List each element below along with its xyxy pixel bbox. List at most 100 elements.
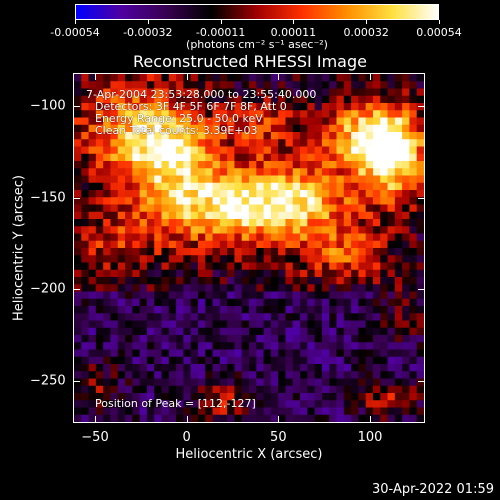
heatmap-cell <box>95 88 104 97</box>
heatmap-cell <box>183 364 192 372</box>
heatmap-cell <box>95 291 104 300</box>
heatmap-cell <box>300 393 308 401</box>
heatmap-cell <box>270 306 279 314</box>
heatmap-cell <box>336 378 345 387</box>
heatmap-cell <box>307 385 315 394</box>
heatmap-cell <box>270 211 279 220</box>
heatmap-cell <box>256 190 264 198</box>
heatmap-cell <box>154 240 162 249</box>
heatmap-cell <box>176 110 184 118</box>
heatmap-cell <box>88 139 97 147</box>
heatmap-cell <box>190 313 199 321</box>
heatmap-cell <box>278 298 286 307</box>
heatmap-cell <box>351 349 359 358</box>
heatmap-cell <box>219 95 228 104</box>
heatmap-cell <box>321 306 330 314</box>
heatmap-cell <box>227 378 235 387</box>
heatmap-cell <box>197 335 206 343</box>
heatmap-cell <box>88 153 97 162</box>
heatmap-cell <box>256 233 264 242</box>
heatmap-cell <box>205 74 213 82</box>
heatmap-cell <box>176 219 184 227</box>
heatmap-cell <box>146 356 155 365</box>
heatmap-cell <box>285 291 294 300</box>
heatmap-cell <box>95 400 104 408</box>
heatmap-cell <box>205 407 213 416</box>
heatmap-cell <box>190 356 199 365</box>
heatmap-cell <box>249 255 257 263</box>
heatmap-cell <box>183 161 192 169</box>
heatmap-cell <box>314 81 323 89</box>
heatmap-cell <box>219 277 228 285</box>
heatmap-cell <box>351 233 359 242</box>
heatmap-cell <box>146 175 155 184</box>
heatmap-cell <box>292 124 301 133</box>
heatmap-cell <box>278 364 286 372</box>
heatmap-cell <box>161 88 170 97</box>
heatmap-cell <box>300 400 308 408</box>
heatmap-cell <box>176 269 184 278</box>
heatmap-cell <box>358 414 367 422</box>
heatmap-cell <box>278 95 286 104</box>
heatmap-cell <box>256 306 264 314</box>
heatmap-cell <box>402 88 410 97</box>
heatmap-cell <box>81 95 89 104</box>
heatmap-cell <box>88 74 97 82</box>
heatmap-cell <box>88 320 97 329</box>
heatmap-cell <box>219 393 228 401</box>
heatmap-cell <box>409 335 418 343</box>
heatmap-cell <box>380 226 388 234</box>
heatmap-cell <box>227 255 235 263</box>
heatmap-cell <box>256 226 264 234</box>
heatmap-cell <box>146 124 155 133</box>
heatmap-cell <box>241 400 250 408</box>
heatmap-cell <box>234 400 243 408</box>
heatmap-cell <box>300 385 308 394</box>
heatmap-cell <box>205 400 213 408</box>
heatmap-cell <box>416 226 424 234</box>
heatmap-cell <box>117 327 126 336</box>
heatmap-cell <box>146 146 155 155</box>
heatmap-cell <box>256 139 264 147</box>
heatmap-cell <box>256 364 264 372</box>
heatmap-cell <box>168 219 177 227</box>
heatmap-cell <box>256 407 264 416</box>
heatmap-cell <box>307 320 315 329</box>
heatmap-cell <box>161 248 170 256</box>
heatmap-cell <box>292 407 301 416</box>
heatmap-cell <box>387 182 396 191</box>
heatmap-cell <box>125 349 133 358</box>
heatmap-cell <box>81 204 89 213</box>
heatmap-cell <box>270 81 279 89</box>
heatmap-cell <box>372 393 381 401</box>
heatmap-cell <box>190 190 199 198</box>
x-tick-mark <box>278 416 280 422</box>
heatmap-cell <box>394 378 403 387</box>
heatmap-cell <box>249 320 257 329</box>
heatmap-cell <box>95 248 104 256</box>
heatmap-cell <box>139 378 148 387</box>
colorbar-tick-mark <box>220 20 222 24</box>
heatmap-cell <box>234 153 243 162</box>
heatmap-cell <box>314 414 323 422</box>
heatmap-cell <box>394 320 403 329</box>
heatmap-cell <box>358 182 367 191</box>
heatmap-cell <box>380 95 388 104</box>
heatmap-cell <box>117 255 126 263</box>
heatmap-cell <box>336 139 345 147</box>
heatmap-cell <box>146 393 155 401</box>
heatmap-cell <box>270 298 279 307</box>
heatmap-cell <box>176 117 184 126</box>
heatmap-cell <box>139 146 148 155</box>
heatmap-cell <box>380 139 388 147</box>
heatmap-cell <box>81 364 89 372</box>
heatmap-cell <box>321 364 330 372</box>
heatmap-cell <box>234 103 243 111</box>
heatmap-cell <box>132 146 140 155</box>
heatmap-cell <box>300 153 308 162</box>
heatmap-cell <box>168 190 177 198</box>
heatmap-cell <box>183 291 192 300</box>
heatmap-cell <box>146 190 155 198</box>
heatmap-cell <box>387 124 396 133</box>
heatmap-cell <box>351 269 359 278</box>
